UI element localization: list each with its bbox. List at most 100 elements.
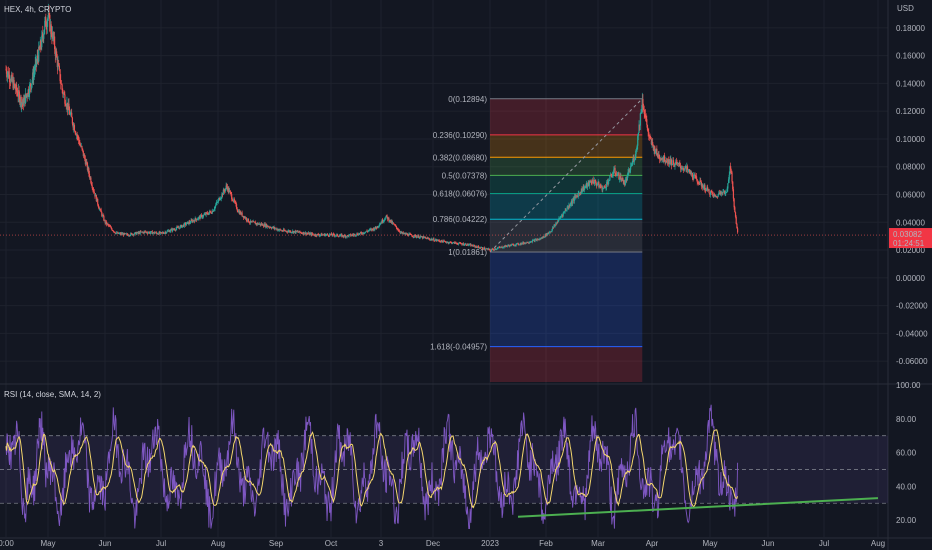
candle-body (727, 179, 730, 184)
candle-body (723, 190, 725, 192)
candle-body (73, 125, 76, 132)
candle-body (80, 146, 82, 147)
candle-body (716, 196, 718, 198)
candle-body (244, 216, 246, 219)
price-tick-label: 0.16000 (896, 52, 925, 61)
candle-body (198, 216, 200, 218)
candle-body (620, 176, 622, 180)
candle-body (461, 243, 463, 245)
candle-body (641, 109, 643, 113)
candle-body (464, 243, 466, 245)
candle-body (453, 241, 455, 243)
candle-body (496, 248, 498, 249)
candle-body (87, 168, 89, 171)
fib-level-label: 0(0.12894) (448, 95, 487, 104)
candle-body (367, 231, 369, 232)
candle-body (585, 186, 587, 187)
candle-body (671, 164, 673, 166)
candle-body (574, 196, 576, 198)
candle-body (418, 235, 420, 239)
candle-body (572, 200, 574, 204)
candle-body (384, 219, 386, 220)
candle-body (368, 230, 370, 232)
time-tick-label: Aug (211, 539, 225, 548)
candle-body (5, 69, 8, 74)
candle-body (239, 211, 241, 215)
candle-body (704, 185, 706, 191)
candle-body (443, 240, 445, 242)
candle-body (732, 189, 735, 199)
candle-body (509, 244, 511, 247)
candle-body (267, 225, 269, 227)
candle-body (635, 150, 637, 158)
candle-body (236, 208, 238, 211)
candle-body (708, 189, 710, 194)
candle-body (120, 233, 122, 235)
candle-body (47, 17, 49, 21)
candle-body (134, 232, 136, 235)
candle-body (64, 103, 67, 106)
candle-body (608, 180, 610, 182)
candle-body (415, 236, 417, 238)
candle-body (9, 82, 12, 83)
candle-body (348, 234, 350, 237)
candle-body (560, 215, 562, 217)
candle-body (548, 232, 550, 234)
candle-body (661, 158, 663, 160)
candle-body (104, 220, 106, 224)
candle-body (37, 56, 39, 59)
rsi-line (5, 404, 739, 530)
candle-body (59, 69, 61, 82)
candle-body (679, 165, 682, 169)
candle-body (62, 90, 64, 95)
candle-body (417, 235, 419, 237)
candle-body (686, 166, 689, 170)
candle-body (131, 233, 133, 235)
candle-body (578, 193, 580, 194)
candle-body (448, 242, 450, 244)
candle-body (727, 183, 729, 189)
fibonacci-retracement[interactable]: 0(0.12894) 0.236(0.10290) 0.382(0.08680) 0.… (430, 95, 643, 382)
candle-body (402, 232, 404, 234)
candle-body (449, 241, 451, 243)
candle-body (581, 188, 583, 192)
candle-body (695, 176, 698, 180)
candle-body (436, 239, 438, 241)
candle-body (334, 235, 336, 237)
candle-body (97, 198, 99, 205)
candle-body (646, 119, 648, 125)
candle-body (584, 186, 586, 188)
candle-body (58, 65, 60, 70)
candle-body (637, 132, 639, 136)
candle-body (520, 242, 523, 245)
candle-body (612, 173, 614, 175)
candle-body (203, 214, 205, 216)
candle-body (585, 183, 587, 187)
candle-body (208, 211, 211, 213)
candle-body (296, 230, 298, 232)
candle-body (663, 155, 666, 162)
candle-body (114, 231, 116, 233)
candle-body (591, 182, 593, 184)
candle-body (725, 192, 728, 193)
candle-body (305, 232, 307, 235)
candle-body (10, 77, 12, 83)
candle-body (629, 169, 631, 173)
candle-body (82, 148, 84, 151)
candle-body (487, 248, 489, 250)
candle-body (206, 212, 208, 214)
time-tick-label: Oct (325, 539, 338, 548)
candle-body (247, 218, 249, 222)
candle-body (169, 231, 171, 233)
candle-body (516, 243, 519, 244)
candle-body (606, 181, 608, 183)
candle-body (568, 205, 570, 208)
candle-body (391, 220, 393, 224)
candle-body (14, 84, 16, 89)
candle-body (598, 182, 600, 188)
candle-body (406, 233, 408, 235)
candle-body (714, 194, 716, 197)
candle-body (302, 233, 304, 235)
candle-body (238, 211, 240, 212)
